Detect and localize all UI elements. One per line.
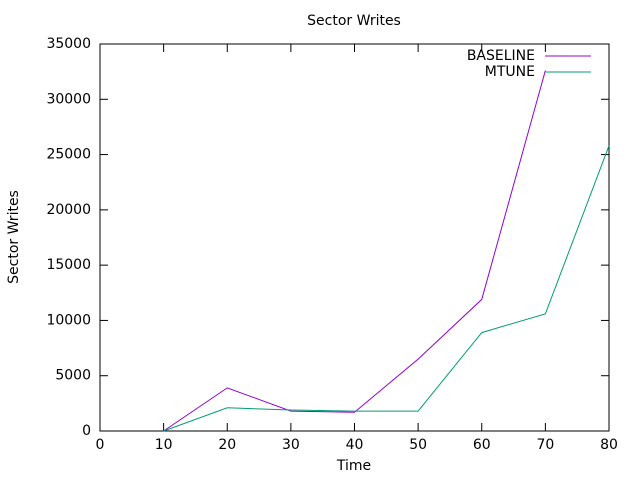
- series-line: [163, 145, 610, 432]
- x-tick-label: 50: [409, 437, 427, 453]
- legend-label: BASELINE: [467, 48, 535, 64]
- plot-frame: [99, 43, 610, 432]
- x-tick-label: 80: [600, 437, 618, 453]
- y-tick-label: 25000: [46, 147, 91, 163]
- y-tick-label: 10000: [46, 312, 91, 328]
- x-tick-label: 0: [96, 437, 105, 453]
- y-tick-label: 15000: [46, 257, 91, 273]
- x-tick-label: 20: [218, 437, 236, 453]
- y-axis-label: Sector Writes: [6, 190, 22, 284]
- y-tick-label: 30000: [46, 91, 91, 107]
- x-axis-label: Time: [336, 458, 371, 474]
- chart-title: Sector Writes: [307, 13, 401, 29]
- x-tick-label: 30: [282, 437, 300, 453]
- series-line: [163, 70, 546, 432]
- y-tick-label: 35000: [46, 36, 91, 52]
- x-tick-label: 60: [473, 437, 491, 453]
- x-tick-label: 40: [346, 437, 364, 453]
- x-tick-label: 70: [536, 437, 554, 453]
- legend-label: MTUNE: [485, 64, 535, 80]
- x-tick-label: 10: [155, 437, 173, 453]
- y-tick-label: 0: [82, 423, 91, 439]
- y-tick-label: 5000: [55, 368, 91, 384]
- y-tick-label: 20000: [46, 202, 91, 218]
